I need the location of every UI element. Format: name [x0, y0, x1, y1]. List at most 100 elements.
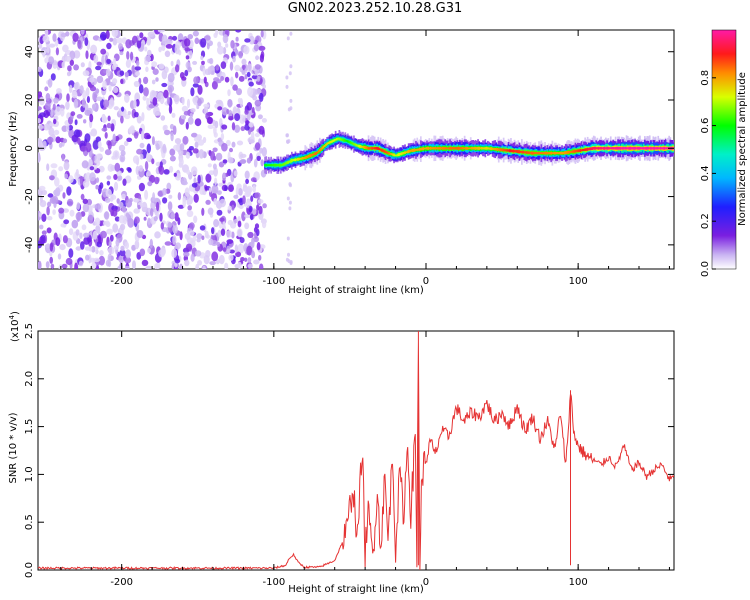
noise-cell: [60, 32, 67, 38]
noise-cell: [258, 45, 266, 51]
signal-cell: [474, 146, 477, 150]
signal-cell: [272, 164, 275, 167]
noise-cell: [75, 229, 80, 236]
noise-cell: [84, 109, 92, 116]
noise-cell: [239, 237, 245, 244]
y-tick-label: 20: [24, 94, 35, 107]
noise-cell: [207, 163, 212, 168]
signal-cell: [376, 146, 378, 150]
signal-cell: [634, 146, 636, 150]
noise-cell: [231, 141, 236, 148]
noise-cell: [110, 123, 115, 132]
signal-cell: [328, 141, 331, 144]
signal-cell: [499, 148, 501, 151]
signal-cell: [375, 147, 377, 150]
signal-cell: [545, 151, 548, 155]
x-tick-label: 0: [423, 276, 429, 287]
noise-cell: [109, 37, 114, 42]
noise-cell: [206, 116, 213, 124]
noise-cell: [252, 185, 256, 193]
noise-cell: [182, 115, 187, 120]
noise-cell: [192, 83, 199, 88]
signal-cell: [298, 157, 300, 161]
noise-cell: [60, 107, 65, 117]
noise-cell: [54, 106, 62, 116]
noise-cell: [56, 88, 62, 94]
noise-cell: [133, 99, 137, 109]
signal-cell: [384, 150, 387, 153]
noise-cell: [48, 127, 55, 137]
noise-cell: [132, 155, 140, 164]
noise-cell: [85, 87, 90, 97]
colorbar-tick-label: 0.0: [700, 261, 711, 277]
signal-cell: [647, 147, 650, 150]
noise-cell: [233, 170, 238, 177]
noise-cell: [75, 246, 82, 251]
noise-cell: [184, 38, 191, 47]
noise-cell: [199, 225, 206, 231]
noise-cell: [183, 111, 190, 116]
signal-cell: [432, 147, 434, 150]
signal-cell: [299, 157, 302, 160]
noise-cell: [203, 76, 207, 84]
signal-cell: [451, 147, 454, 150]
noise-cell: [90, 44, 98, 54]
noise-cell: [192, 96, 199, 104]
noise-cell: [228, 116, 234, 121]
noise-cell: [52, 33, 57, 42]
signal-cell: [271, 164, 274, 167]
signal-cell: [488, 147, 490, 150]
noise-cell: [230, 40, 235, 49]
noise-cell: [227, 219, 233, 226]
signal-cell: [356, 144, 359, 147]
noise-cell: [96, 96, 103, 102]
noise-cell: [89, 166, 95, 171]
noise-cell: [77, 39, 82, 49]
noise-cell: [222, 172, 227, 181]
noise-cell: [139, 153, 144, 160]
noise-cell: [237, 261, 242, 269]
noise-cell: [247, 231, 254, 239]
noise-cell: [53, 118, 57, 125]
signal-cell: [644, 147, 646, 150]
noise-cell: [184, 187, 190, 197]
noise-cell: [38, 96, 45, 106]
noise-cell: [203, 35, 211, 41]
noise-cell: [220, 228, 226, 236]
signal-cell: [612, 147, 614, 150]
noise-cell: [72, 32, 79, 43]
signal-cell: [390, 153, 393, 156]
noise-cell: [92, 91, 98, 102]
noise-cell: [234, 64, 241, 72]
signal-cell: [628, 146, 630, 150]
noise-cell: [42, 140, 47, 150]
noise-cell: [92, 230, 98, 240]
noise-cell: [179, 157, 184, 167]
noise-cell: [111, 155, 116, 160]
noise-cell: [65, 31, 70, 37]
noise-cell: [258, 92, 264, 102]
signal-cell: [460, 147, 462, 150]
colorbar-tick-label: 0.8: [700, 70, 711, 86]
colorbar-tick-label: 0.2: [700, 213, 711, 229]
noise-cell: [139, 248, 146, 257]
noise-cell: [244, 170, 250, 180]
noise-cell: [194, 37, 200, 45]
noise-cell: [45, 261, 50, 269]
noise-cell: [155, 77, 159, 82]
noise-cell: [252, 208, 257, 216]
noise-cell: [177, 192, 182, 201]
noise-cell: [109, 234, 114, 242]
noise-cell: [226, 248, 231, 253]
signal-cell: [510, 149, 512, 153]
signal-cell: [603, 146, 606, 150]
signal-cell: [659, 147, 662, 150]
noise-cell: [95, 249, 99, 255]
noise-cell: [239, 114, 246, 124]
signal-cell: [351, 142, 354, 145]
noise-cell: [235, 30, 242, 33]
noise-cell: [127, 167, 132, 173]
noise-cell: [158, 46, 162, 53]
noise-cell: [48, 43, 56, 48]
